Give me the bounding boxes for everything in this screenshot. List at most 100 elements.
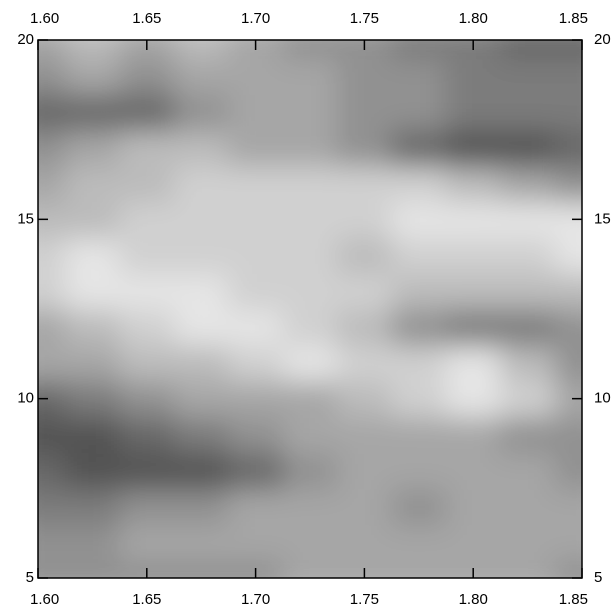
field-cell xyxy=(228,416,284,454)
field-cell xyxy=(337,416,393,454)
field-cell xyxy=(38,560,67,578)
field-cell xyxy=(337,129,393,167)
field-cell xyxy=(391,344,447,382)
field-cell xyxy=(119,416,175,454)
field-cell xyxy=(65,129,121,167)
field-cell xyxy=(38,416,67,454)
field-cell xyxy=(554,40,582,59)
field-cell xyxy=(337,524,393,562)
x-tick-label: 1.75 xyxy=(350,591,379,608)
field-cell xyxy=(119,380,175,418)
field-cell xyxy=(119,273,175,310)
x-tick-label-top: 1.70 xyxy=(241,10,270,27)
field-cell xyxy=(65,452,121,490)
field-cell xyxy=(391,488,447,526)
field-cell xyxy=(38,129,67,167)
field-cell xyxy=(446,416,502,454)
field-cell xyxy=(500,273,556,310)
field-cell xyxy=(65,93,121,131)
field-cell xyxy=(38,165,67,203)
y-tick-label-right: 5 xyxy=(594,569,602,586)
x-tick-label: 1.85 xyxy=(559,591,588,608)
field-cell xyxy=(500,309,556,346)
field-cell xyxy=(391,452,447,490)
field-cell xyxy=(337,93,393,131)
field-cell xyxy=(65,380,121,418)
field-cell xyxy=(65,524,121,562)
field-cell xyxy=(446,129,502,167)
field-cell xyxy=(391,129,447,167)
field-cell xyxy=(119,165,175,203)
field-cell xyxy=(282,40,339,59)
field-cell xyxy=(38,309,67,346)
field-cell xyxy=(446,57,502,95)
field-cell xyxy=(554,560,582,578)
x-tick-label-top: 1.65 xyxy=(132,10,161,27)
plot-area xyxy=(38,40,582,578)
field-cell xyxy=(500,488,556,526)
field-cell xyxy=(65,344,121,382)
x-tick-label: 1.70 xyxy=(241,591,270,608)
field-cell xyxy=(228,344,284,382)
field-cell xyxy=(119,201,175,239)
x-tick-label-top: 1.75 xyxy=(350,10,379,27)
field-cell xyxy=(500,380,556,418)
field-cell xyxy=(38,273,67,310)
field-cell xyxy=(337,344,393,382)
field-cell xyxy=(500,129,556,167)
plot-frame xyxy=(37,39,583,579)
field-cell xyxy=(554,416,582,454)
field-cell xyxy=(391,40,447,59)
field-cell xyxy=(174,309,230,346)
x-tick-label-top: 1.80 xyxy=(459,10,488,27)
field-cell xyxy=(391,57,447,95)
field-cell xyxy=(228,57,284,95)
field-cell xyxy=(446,237,502,275)
field-cell xyxy=(174,416,230,454)
field-cell xyxy=(500,40,556,59)
field-cell xyxy=(554,237,582,275)
field-cell xyxy=(38,57,67,95)
field-cell xyxy=(228,524,284,562)
field-cell xyxy=(38,93,67,131)
field-cell xyxy=(446,165,502,203)
field-cell xyxy=(446,452,502,490)
field-cell xyxy=(446,273,502,310)
field-cell xyxy=(174,57,230,95)
field-cell xyxy=(282,452,339,490)
field-cell xyxy=(282,344,339,382)
y-tick-label: 5 xyxy=(26,569,34,586)
field-cell xyxy=(119,344,175,382)
field-cell xyxy=(119,93,175,131)
field-cell xyxy=(65,416,121,454)
field-cell xyxy=(174,380,230,418)
field-cell xyxy=(228,488,284,526)
field-cell xyxy=(119,524,175,562)
field-cell xyxy=(228,93,284,131)
field-cell xyxy=(500,560,556,578)
x-tick-label-top: 1.85 xyxy=(559,10,588,27)
field-cell xyxy=(554,129,582,167)
field-cell xyxy=(282,129,339,167)
field-cell xyxy=(228,452,284,490)
field-cell xyxy=(65,560,121,578)
field-cell xyxy=(554,452,582,490)
field-cell xyxy=(228,201,284,239)
field-cell xyxy=(174,40,230,59)
y-tick-label-right: 15 xyxy=(594,210,611,227)
y-tick-label-right: 10 xyxy=(594,390,611,407)
field-cell xyxy=(446,93,502,131)
y-tick-label: 10 xyxy=(17,390,34,407)
field-cell xyxy=(554,344,582,382)
field-cell xyxy=(38,524,67,562)
field xyxy=(38,40,582,578)
field-cell xyxy=(65,309,121,346)
field-cell xyxy=(446,201,502,239)
field-cell xyxy=(337,452,393,490)
field-cell xyxy=(38,237,67,275)
field-cell xyxy=(500,524,556,562)
field-cell xyxy=(282,524,339,562)
field-cell xyxy=(446,344,502,382)
